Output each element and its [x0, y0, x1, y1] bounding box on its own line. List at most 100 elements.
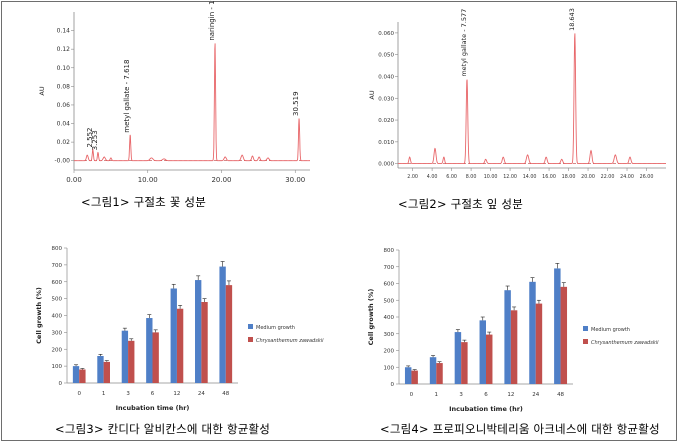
peak-label: 2.552 — [86, 128, 94, 148]
x-tick-label: 12 — [173, 391, 180, 397]
x-tick-label: 1 — [435, 392, 439, 398]
y-tick-label: 0.010 — [378, 140, 394, 146]
legend-swatch — [248, 324, 253, 329]
x-tick-label: 20.00 — [211, 176, 231, 184]
x-tick-label: 24 — [198, 391, 205, 397]
x-tick-label: 10.00 — [484, 174, 498, 180]
bar-medium-growth — [429, 357, 437, 384]
x-tick-label: 30.00 — [285, 176, 305, 184]
bar-medium-growth — [97, 356, 104, 383]
peak-label: metyl gallate - 7.577 — [460, 9, 468, 77]
y-tick-label: 0.14 — [57, 28, 71, 35]
y-tick-label: 0.020 — [378, 118, 394, 124]
peak-label: metyl gallate - 7.618 — [123, 60, 131, 133]
y-tick-label: 800 — [384, 248, 395, 254]
caption-figure-1: <그림1> 구절초 꽃 성분 — [81, 195, 206, 209]
y-tick-label: 600 — [384, 282, 395, 288]
y-tick-label: 0.08 — [57, 83, 71, 90]
x-tick-label: 4.00 — [427, 174, 438, 180]
bar-medium-growth — [479, 320, 486, 384]
peak-label: 18.643 — [568, 8, 576, 31]
bar-chrysanthemum — [510, 310, 518, 384]
x-tick-label: 48 — [557, 392, 564, 398]
y-axis-title: Cell growth (%) — [35, 287, 43, 344]
y-tick-label: 0.040 — [378, 74, 394, 80]
y-tick-label: 0.06 — [57, 102, 71, 109]
x-axis-title: Incubation time (hr) — [116, 404, 190, 412]
bar-chrysanthemum — [103, 361, 110, 383]
x-axis-title: Incubation time (hr) — [449, 405, 523, 413]
bar-medium-growth — [454, 332, 462, 384]
bar-medium-growth — [554, 268, 561, 384]
bar-chrysanthemum — [152, 332, 159, 383]
y-tick-label: 0.050 — [378, 53, 394, 59]
x-tick-label: 3 — [459, 392, 463, 398]
caption-figure-3: <그림3> 칸디다 알비칸스에 대한 항균활성 — [55, 422, 271, 436]
legend-label: Medium growth — [591, 327, 630, 333]
bar-medium-growth — [146, 318, 153, 383]
bar-medium-growth — [195, 280, 202, 383]
bar-chrysanthemum — [128, 340, 135, 383]
bar-medium-growth — [72, 366, 80, 383]
y-tick-label: 0.02 — [57, 139, 71, 146]
bar-chrysanthemum — [436, 363, 443, 384]
x-tick-label: 12 — [507, 392, 514, 398]
bar-medium-growth — [170, 288, 177, 383]
y-tick-label: 300 — [52, 330, 63, 336]
x-tick-label: 2.00 — [407, 174, 418, 180]
y-tick-label: 0.10 — [57, 65, 71, 72]
bar-chrysanthemum — [176, 308, 184, 383]
y-tick-label: 700 — [52, 263, 63, 269]
bar-chrysanthemum — [461, 342, 468, 384]
x-tick-label: 8.00 — [466, 174, 477, 180]
y-tick-label: 100 — [384, 365, 395, 371]
y-tick-label: 0.030 — [378, 96, 394, 102]
y-axis-title: AU — [38, 86, 46, 95]
x-tick-label: 1 — [102, 391, 106, 397]
x-tick-label: 6.00 — [446, 174, 457, 180]
caption-figure-2: <그림2> 구절초 잎 성분 — [398, 197, 523, 211]
y-tick-label: 0.12 — [57, 46, 71, 53]
bar-chrysanthemum — [201, 302, 208, 383]
y-tick-label: 600 — [52, 280, 63, 286]
bar-chrysanthemum — [225, 285, 233, 383]
legend-label: Chrysanthemum zawadskii — [591, 340, 659, 346]
chromatogram-trace — [398, 33, 666, 165]
peak-label: 30.519 — [292, 91, 300, 116]
x-tick-label: 6 — [484, 392, 488, 398]
bar-chrysanthemum — [560, 286, 568, 384]
y-tick-label: 800 — [52, 246, 63, 252]
y-tick-label: 100 — [52, 364, 63, 370]
y-tick-label: 400 — [384, 315, 395, 321]
y-tick-label: 500 — [52, 297, 63, 303]
y-tick-label: 0.000 — [378, 162, 394, 168]
y-axis-title: AU — [368, 90, 376, 99]
legend-swatch — [248, 337, 253, 342]
x-tick-label: 24.00 — [620, 174, 634, 180]
x-tick-label: 0.00 — [66, 176, 82, 184]
x-tick-label: 20.00 — [581, 174, 595, 180]
y-tick-label: 0 — [391, 382, 395, 388]
x-tick-label: 0 — [77, 391, 81, 397]
y-tick-label: -0.00 — [54, 158, 70, 165]
legend-swatch — [583, 326, 588, 331]
y-tick-label: 200 — [52, 347, 63, 353]
y-tick-label: 700 — [384, 265, 395, 271]
chromatogram-trace — [74, 43, 310, 162]
x-tick-label: 24 — [532, 392, 539, 398]
x-tick-label: 48 — [222, 391, 229, 397]
bar-medium-growth — [404, 367, 412, 384]
y-tick-label: 0 — [59, 381, 63, 387]
x-tick-label: 6 — [151, 391, 155, 397]
x-tick-label: 22.00 — [601, 174, 615, 180]
x-tick-label: 10.00 — [138, 176, 158, 184]
x-tick-label: 0 — [410, 392, 414, 398]
legend-label: Medium growth — [256, 325, 295, 331]
peak-label: naringin - 19.120 — [208, 0, 216, 41]
legend-swatch — [583, 339, 588, 344]
y-tick-label: 300 — [384, 332, 395, 338]
bar-medium-growth — [529, 281, 536, 384]
bar-medium-growth — [504, 290, 511, 384]
